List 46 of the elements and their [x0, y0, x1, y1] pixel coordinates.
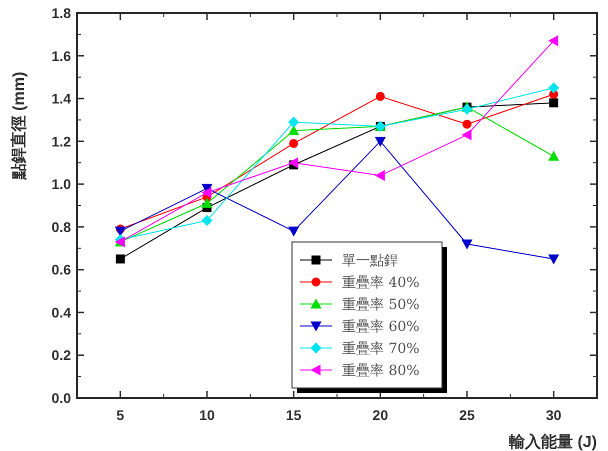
- y-axis-title: 點銲直徑 (mm): [10, 72, 28, 180]
- point: [462, 240, 472, 250]
- point: [116, 254, 125, 264]
- x-tick-label: 25: [459, 407, 475, 423]
- y-tick-label: 1.6: [52, 48, 72, 64]
- legend-label: 重疊率 60%: [342, 319, 420, 335]
- point: [374, 170, 385, 182]
- x-tick-label: 5: [116, 407, 124, 423]
- point: [548, 35, 558, 46]
- point: [462, 104, 472, 115]
- point: [288, 226, 300, 237]
- x-tick-label: 10: [199, 407, 215, 423]
- point: [288, 125, 300, 136]
- point: [288, 157, 298, 168]
- x-tick-label: 20: [372, 407, 388, 423]
- x-axis-title: 輸入能量 (J): [508, 433, 597, 451]
- x-tick-label: 15: [286, 407, 302, 423]
- y-tick-label: 0.8: [52, 218, 72, 235]
- point: [549, 98, 558, 108]
- point: [548, 82, 560, 94]
- point: [462, 120, 472, 129]
- y-tick-label: 1.4: [52, 90, 72, 107]
- legend-label: 重疊率 80%: [342, 363, 420, 379]
- point: [289, 138, 298, 148]
- legend-label: 重疊率 40%: [342, 275, 420, 291]
- legend-label: 單一點銲: [342, 253, 398, 269]
- point: [548, 254, 560, 264]
- point: [202, 198, 212, 208]
- x-tick-label: 30: [546, 407, 562, 423]
- point: [374, 136, 386, 147]
- y-tick-label: 0.0: [52, 390, 72, 406]
- y-tick-label: 1.2: [52, 133, 72, 150]
- y-tick-label: 1.0: [52, 176, 72, 192]
- y-tick-label: 1.8: [52, 5, 72, 21]
- point: [202, 214, 212, 226]
- legend-label: 重疊率 50%: [342, 297, 420, 313]
- point: [288, 116, 300, 128]
- y-tick-label: 0.6: [52, 262, 72, 278]
- legend-label: 重疊率 70%: [342, 341, 420, 357]
- point: [462, 129, 472, 140]
- y-tick-label: 0.2: [52, 347, 72, 364]
- point: [114, 226, 126, 237]
- point: [202, 187, 212, 198]
- point: [376, 92, 385, 101]
- y-tick-label: 0.4: [52, 304, 72, 320]
- point: [548, 150, 560, 161]
